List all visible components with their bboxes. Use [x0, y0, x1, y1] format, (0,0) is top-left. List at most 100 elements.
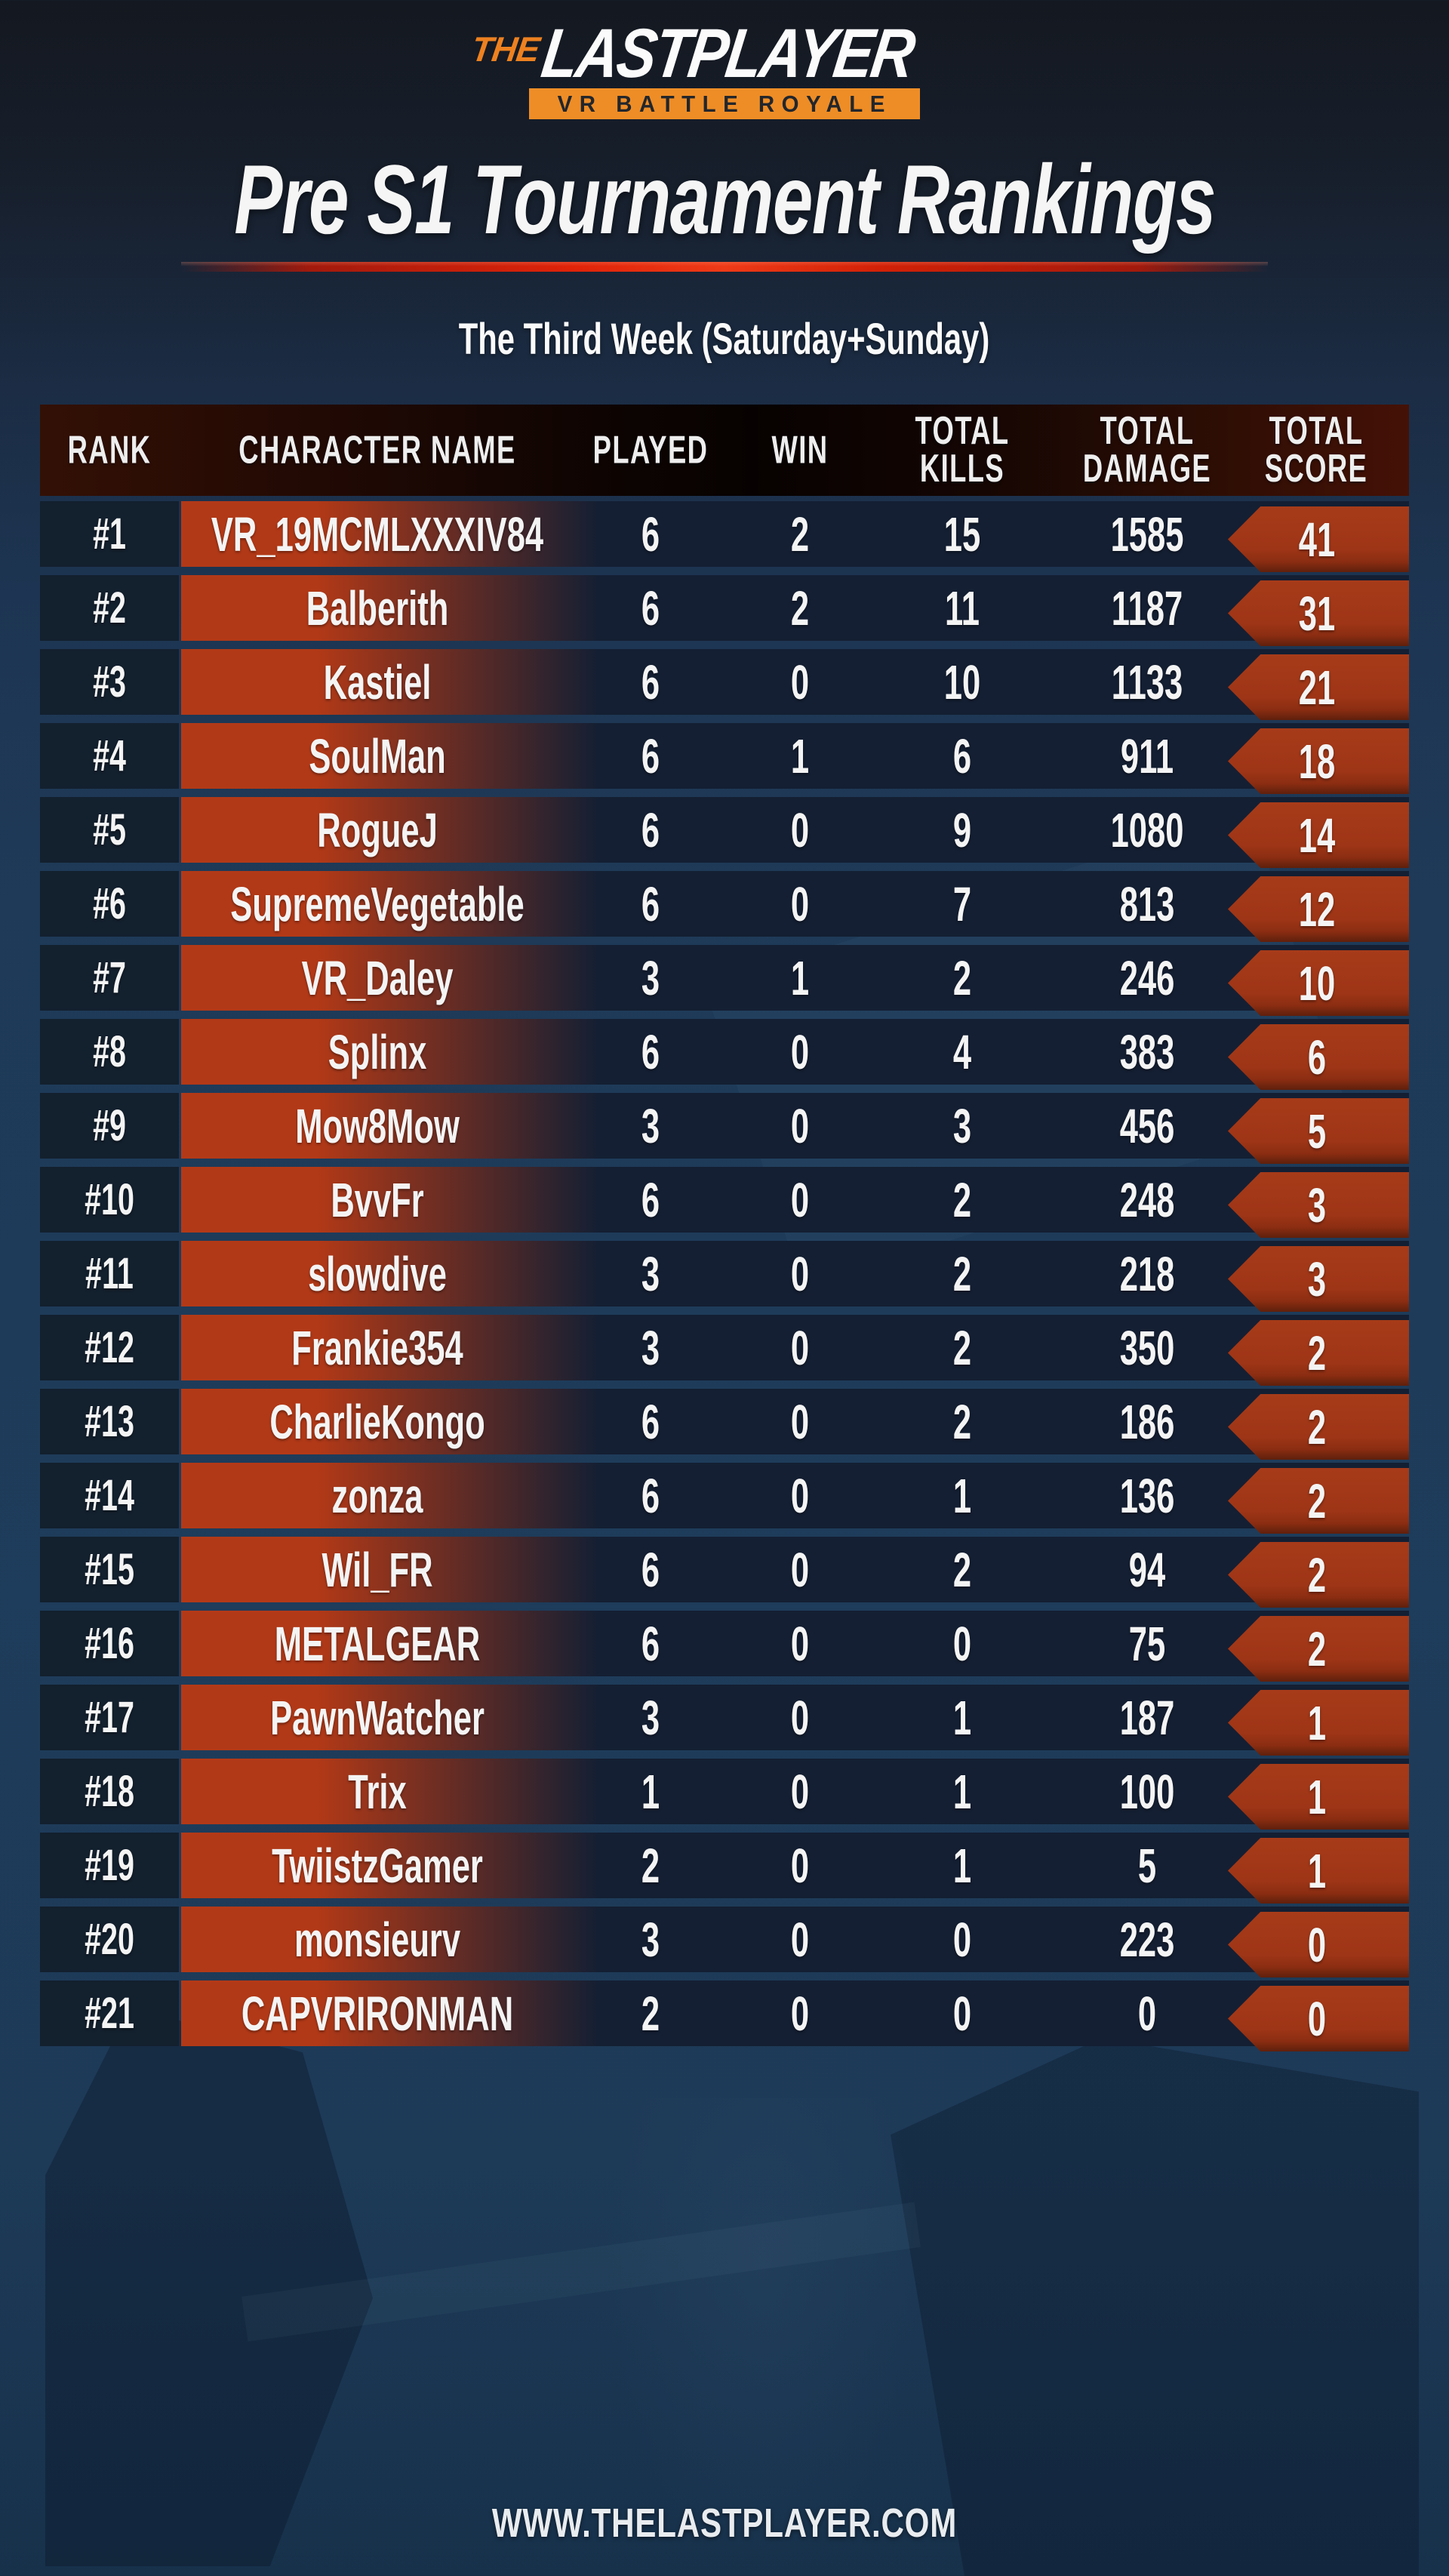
player-stats-cell: RogueJ 6 0 9 1080 14 [181, 797, 1409, 868]
character-name: TwiistzGamer [272, 1838, 483, 1893]
rank-value: #4 [93, 731, 126, 780]
player-stats-cell: METALGEAR 6 0 0 75 2 [181, 1611, 1409, 1682]
player-stats-cell: Kastiel 6 0 10 1133 21 [181, 649, 1409, 720]
character-name: CAPVRIRONMAN [241, 1986, 514, 2041]
total-kills-value: 15 [943, 506, 981, 562]
column-header-character: CHARACTER NAME [238, 428, 516, 472]
total-kills-value: 1 [952, 1468, 972, 1523]
table-row: #5 RogueJ 6 0 9 1080 14 [40, 797, 1409, 868]
player-stats-cell: monsieurv 3 0 0 223 0 [181, 1907, 1409, 1977]
total-damage-value: 223 [1119, 1912, 1175, 1967]
rank-value: #1 [93, 509, 126, 559]
win-value: 0 [790, 1542, 810, 1597]
score-badge-arrow: 3 [1228, 1172, 1409, 1238]
score-badge-arrow: 0 [1228, 1986, 1409, 2051]
score-badge-arrow: 2 [1228, 1320, 1409, 1386]
table-row: #2 Balberith 6 2 11 1187 31 [40, 575, 1409, 646]
character-name: SupremeVegetable [230, 876, 525, 931]
total-score-value: 2 [1307, 1399, 1326, 1454]
player-stats-cell: CAPVRIRONMAN 2 0 0 0 0 [181, 1980, 1409, 2051]
rank-cell: #2 [40, 575, 179, 641]
total-damage-value: 813 [1119, 876, 1175, 931]
total-damage-value: 1187 [1111, 580, 1183, 636]
played-value: 6 [641, 1468, 660, 1523]
total-score-value: 2 [1307, 1325, 1326, 1380]
total-damage-value: 5 [1137, 1838, 1157, 1893]
character-name: Kastiel [323, 654, 432, 709]
total-score-value: 1 [1307, 1769, 1326, 1824]
rank-value: #8 [93, 1026, 126, 1076]
played-value: 6 [641, 728, 660, 783]
score-badge-arrow: 31 [1228, 580, 1409, 646]
played-value: 2 [641, 1838, 660, 1893]
total-score-value: 10 [1298, 956, 1335, 1011]
page-subtitle: The Third Week (Saturday+Sunday) [459, 315, 990, 364]
rank-value: #11 [85, 1248, 134, 1298]
table-row: #6 SupremeVegetable 6 0 7 813 12 [40, 871, 1409, 942]
player-stats-cell: slowdive 3 0 2 218 3 [181, 1241, 1409, 1312]
rank-value: #10 [85, 1174, 134, 1224]
rank-cell: #8 [40, 1019, 179, 1085]
played-value: 6 [641, 1616, 660, 1671]
table-row: #3 Kastiel 6 0 10 1133 21 [40, 649, 1409, 720]
website-url: WWW.THELASTPLAYER.COM [491, 2501, 958, 2546]
rank-cell: #10 [40, 1167, 179, 1233]
rank-cell: #12 [40, 1315, 179, 1380]
rank-value: #17 [85, 1692, 134, 1742]
character-name: VR_Daley [301, 950, 454, 1005]
character-name: Mow8Mow [295, 1098, 460, 1153]
rank-value: #13 [85, 1396, 134, 1446]
score-badge-arrow: 6 [1228, 1024, 1409, 1090]
total-kills-value: 2 [952, 1542, 972, 1597]
rank-value: #6 [93, 879, 126, 928]
total-damage-value: 100 [1119, 1764, 1175, 1819]
table-body: #1 VR_19MCMLXXXIV84 6 2 15 1585 41 #2 Ba… [40, 501, 1409, 2051]
played-value: 3 [641, 950, 660, 1005]
win-value: 0 [790, 1468, 810, 1523]
character-name: Splinx [328, 1024, 427, 1079]
total-kills-value: 3 [952, 1098, 972, 1153]
character-name: monsieurv [294, 1912, 461, 1967]
win-value: 1 [790, 728, 810, 783]
rank-value: #7 [93, 953, 126, 1002]
table-row: #20 monsieurv 3 0 0 223 0 [40, 1907, 1409, 1977]
total-damage-value: 1133 [1111, 654, 1183, 709]
character-name: Balberith [306, 580, 449, 636]
played-value: 1 [641, 1764, 660, 1819]
total-damage-value: 383 [1119, 1024, 1175, 1079]
title-divider-red-line [181, 262, 1268, 272]
total-damage-value: 246 [1119, 950, 1175, 1005]
total-score-value: 18 [1298, 734, 1335, 789]
rank-cell: #4 [40, 723, 179, 789]
win-value: 0 [790, 1394, 810, 1449]
played-value: 6 [641, 506, 660, 562]
total-damage-value: 75 [1128, 1616, 1166, 1671]
score-badge-arrow: 14 [1228, 802, 1409, 868]
rank-cell: #5 [40, 797, 179, 863]
total-kills-value: 2 [952, 1172, 972, 1227]
character-name: RogueJ [317, 802, 438, 857]
table-row: #14 zonza 6 0 1 136 2 [40, 1463, 1409, 1534]
table-row: #11 slowdive 3 0 2 218 3 [40, 1241, 1409, 1312]
total-kills-value: 1 [952, 1690, 972, 1745]
table-row: #4 SoulMan 6 1 6 911 18 [40, 723, 1409, 794]
win-value: 0 [790, 802, 810, 857]
player-stats-cell: VR_Daley 3 1 2 246 10 [181, 945, 1409, 1016]
rank-cell: #19 [40, 1833, 179, 1898]
total-score-value: 1 [1307, 1695, 1326, 1750]
character-name: zonza [331, 1468, 423, 1523]
column-header-rank: RANK [67, 428, 152, 472]
logo-tagline-bar: VR BATTLE ROYALE [529, 88, 920, 119]
table-row: #15 Wil_FR 6 0 2 94 2 [40, 1537, 1409, 1608]
win-value: 0 [790, 1690, 810, 1745]
rank-cell: #3 [40, 649, 179, 715]
background-light-streak [242, 2202, 921, 2342]
played-value: 6 [641, 1172, 660, 1227]
total-kills-value: 7 [952, 876, 972, 931]
character-name: Trix [348, 1764, 407, 1819]
character-name: BvvFr [331, 1172, 424, 1227]
played-value: 6 [641, 1394, 660, 1449]
rankings-table: RANK CHARACTER NAME PLAYED WIN TOTAL KIL… [40, 405, 1409, 2054]
character-name: slowdive [308, 1246, 447, 1301]
score-badge-arrow: 2 [1228, 1468, 1409, 1534]
